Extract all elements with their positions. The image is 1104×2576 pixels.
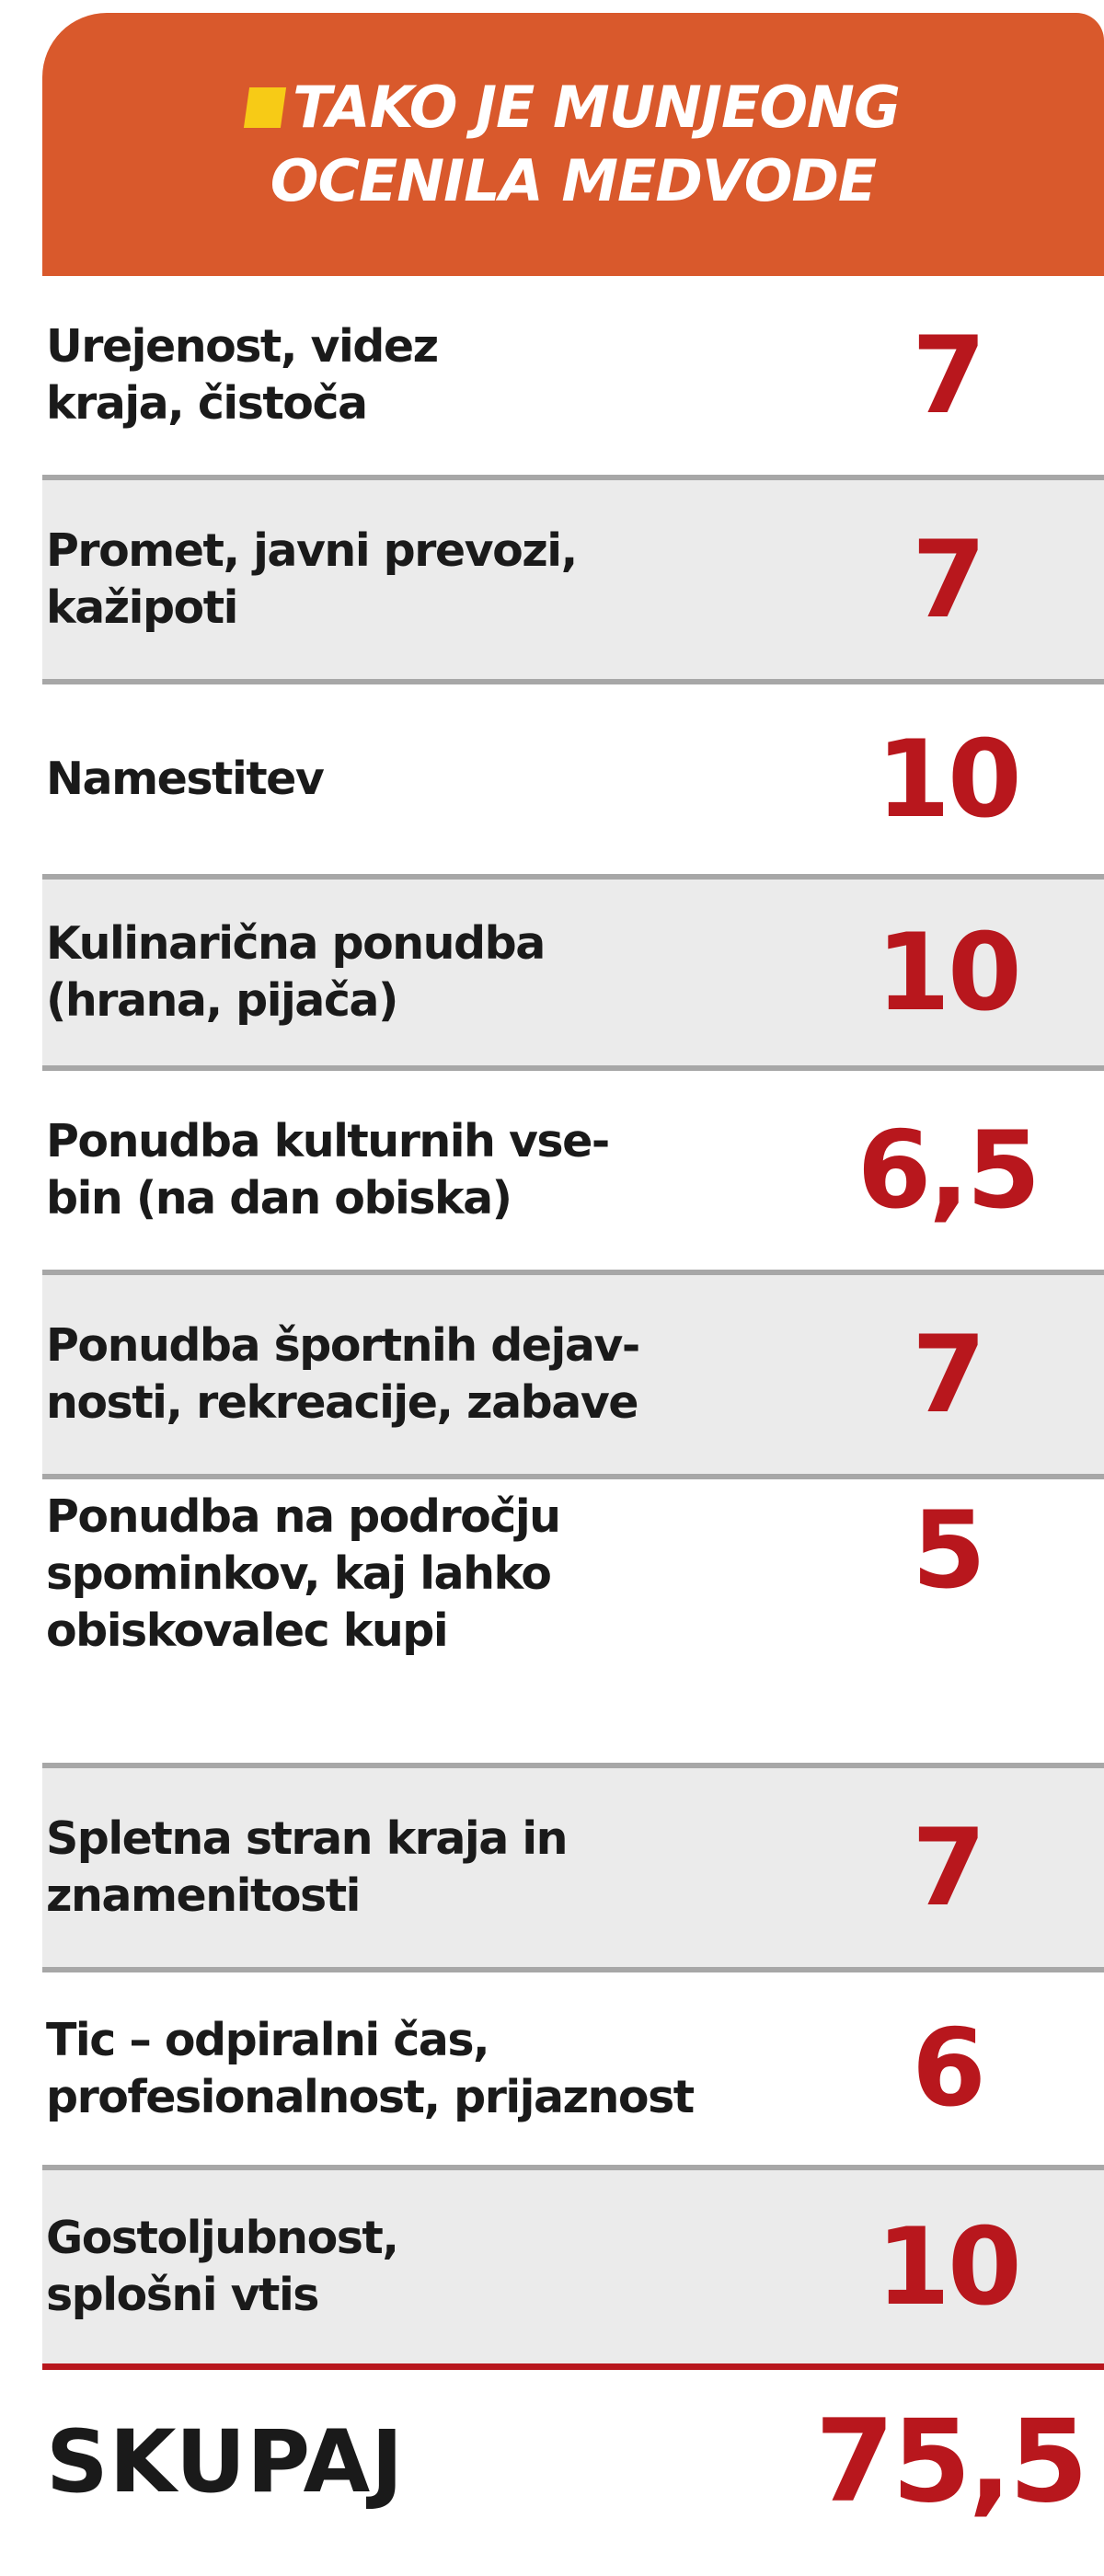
rating-row: Ponudba na področju spominkov, kaj lahko o…	[42, 1479, 1104, 1768]
rating-criterion-line: Ponudba športnih dejav-	[46, 1319, 640, 1372]
rating-criterion: Gostoljubnost, splošni vtis	[46, 2170, 800, 2363]
rating-criterion-line: spominkov, kaj lahko	[46, 1547, 552, 1600]
rating-criterion-line: nosti, rekreacije, zabave	[46, 1376, 639, 1429]
rating-criterion-line: (hrana, pijača)	[46, 974, 398, 1027]
rating-criterion-line: kraja, čistoča	[46, 377, 368, 430]
rating-card: TAKO JE MUNJEONG OCENILA MEDVODE Urejeno…	[42, 13, 1104, 2576]
rating-score: 6	[912, 2007, 986, 2131]
rating-row: Kulinarična ponudba (hrana, pijača) 10	[42, 880, 1104, 1071]
rating-score: 10	[876, 910, 1021, 1035]
rating-score: 10	[876, 717, 1021, 842]
rating-score: 7	[912, 1312, 986, 1437]
rating-score: 7	[912, 517, 986, 642]
rating-row: Urejenost, videz kraja, čistoča 7	[42, 276, 1104, 480]
rating-criterion-line: znamenitosti	[46, 1869, 361, 1922]
rating-criterion: Tic – odpiralni čas, profesionalnost, pri…	[46, 1972, 800, 2165]
rating-criterion: Namestitev	[46, 684, 800, 874]
rating-criterion: Ponudba športnih dejav-nosti, rekreacije…	[46, 1275, 800, 1474]
rating-criterion-line: kažipoti	[46, 581, 238, 634]
rating-criterion-line: Kulinarična ponudba	[46, 917, 546, 970]
total-score: 75,5	[815, 2396, 1088, 2528]
rating-criterion-line: obiskovalec kupi	[46, 1604, 449, 1657]
rating-row: Tic – odpiralni čas, profesionalnost, pri…	[42, 1972, 1104, 2170]
rating-criterion-line: splošni vtis	[46, 2269, 319, 2321]
rating-criterion-line: Namestitev	[46, 753, 325, 805]
rating-criterion-line: Ponudba kulturnih vse-	[46, 1115, 610, 1167]
rating-criterion-line: Tic – odpiralni čas,	[46, 2013, 490, 2066]
rating-criterion: Spletna stran kraja in znamenitosti	[46, 1768, 800, 1967]
rating-criterion-line: Urejenost, videz	[46, 320, 439, 373]
rating-criterion: Ponudba kulturnih vse-bin (na dan obiska…	[46, 1071, 800, 1270]
rating-row: Spletna stran kraja in znamenitosti 7	[42, 1768, 1104, 1972]
rating-score: 10	[876, 2204, 1021, 2329]
square-marker-icon	[244, 87, 287, 128]
rating-criterion-line: bin (na dan obiska)	[46, 1172, 512, 1225]
total-divider	[42, 2363, 1104, 2370]
rating-row: Ponudba kulturnih vse-bin (na dan obiska…	[42, 1071, 1104, 1275]
total-label: SKUPAJ	[46, 2411, 405, 2513]
rating-criterion-line: Ponudba na področju	[46, 1490, 561, 1543]
rating-criterion: Promet, javni prevozi, kažipoti	[46, 480, 800, 679]
rating-row: Ponudba športnih dejav-nosti, rekreacije…	[42, 1275, 1104, 1479]
rating-row: Gostoljubnost, splošni vtis 10	[42, 2170, 1104, 2363]
header-title-line-2: OCENILA MEDVODE	[270, 147, 878, 214]
header-title-line-1: TAKO JE MUNJEONG	[244, 71, 901, 144]
rating-criterion: Kulinarična ponudba (hrana, pijača)	[46, 880, 800, 1065]
header-title-text-1: TAKO JE MUNJEONG	[293, 74, 901, 141]
total-row: SKUPAJ 75,5	[42, 2370, 1104, 2554]
rating-row: Promet, javni prevozi, kažipoti 7	[42, 480, 1104, 684]
rating-criterion-line: Promet, javni prevozi,	[46, 524, 578, 577]
rating-header: TAKO JE MUNJEONG OCENILA MEDVODE	[42, 13, 1104, 276]
rating-criterion-line: Gostoljubnost,	[46, 2212, 399, 2264]
rating-score: 7	[912, 1805, 986, 1930]
rating-row: Namestitev 10	[42, 684, 1104, 880]
rating-score: 7	[912, 313, 986, 438]
rating-score: 6,5	[857, 1108, 1041, 1233]
rating-criterion: Urejenost, videz kraja, čistoča	[46, 276, 800, 475]
rating-criterion-line: profesionalnost, prijaznost	[46, 2070, 695, 2123]
rating-criterion-line: Spletna stran kraja in	[46, 1812, 569, 1865]
rating-score: 5	[912, 1489, 986, 1613]
rating-criterion: Ponudba na področju spominkov, kaj lahko o…	[46, 1479, 800, 1763]
